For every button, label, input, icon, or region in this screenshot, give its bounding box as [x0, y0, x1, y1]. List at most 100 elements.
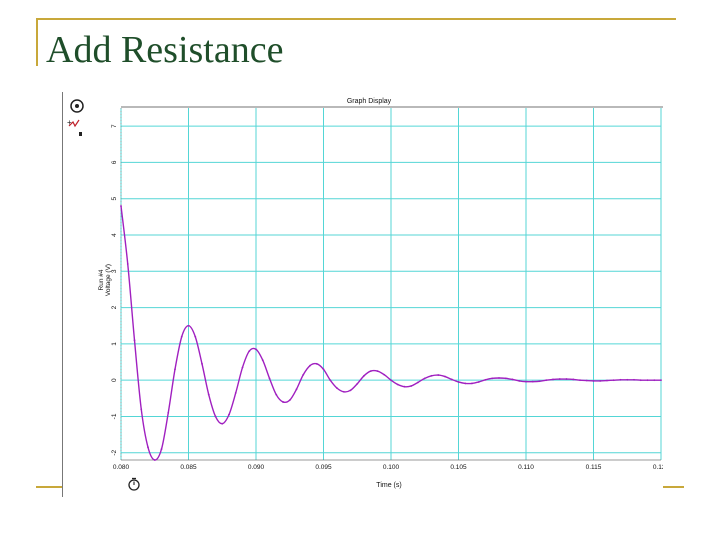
- data-point: [295, 388, 298, 391]
- data-point: [585, 379, 588, 382]
- y-tick-label: 2: [111, 305, 118, 309]
- data-point: [329, 379, 332, 382]
- x-axis-label: Time (s): [376, 482, 401, 489]
- data-point: [390, 379, 392, 382]
- data-point: [477, 381, 480, 383]
- data-point: [504, 377, 507, 380]
- x-tick-label: 0.105: [450, 464, 467, 471]
- data-point: [369, 370, 372, 372]
- series: [120, 205, 662, 461]
- x-tick-label: 0.100: [383, 464, 400, 471]
- data-point: [633, 378, 635, 381]
- data-point: [619, 378, 622, 381]
- data-point: [126, 263, 129, 265]
- data-point: [464, 382, 467, 385]
- data-point: [444, 375, 446, 378]
- data-point: [207, 393, 210, 396]
- data-point: [187, 324, 190, 327]
- y-tick-label: 0: [111, 378, 118, 382]
- data-point: [214, 415, 217, 418]
- data-point: [403, 385, 406, 388]
- x-tick-label: 0.080: [113, 464, 130, 471]
- stopwatch-icon[interactable]: [128, 477, 140, 491]
- data-point: [201, 362, 203, 365]
- x-tick-label: 0.095: [315, 464, 332, 471]
- data-point: [221, 422, 224, 425]
- data-point: [261, 359, 264, 362]
- data-point: [552, 378, 554, 381]
- data-point: [579, 379, 581, 382]
- data-point: [275, 393, 278, 396]
- footer-rule-left: [36, 486, 62, 488]
- data-point: [660, 379, 662, 382]
- x-tick-label: 0.090: [248, 464, 265, 471]
- data-point: [599, 379, 602, 382]
- data-point: [228, 413, 230, 416]
- data-point: [525, 380, 527, 383]
- y-tick-label: 4: [111, 233, 118, 237]
- data-point: [417, 381, 419, 384]
- data-point: [410, 385, 413, 387]
- data-point: [288, 399, 291, 402]
- x-tick-label: 0.110: [518, 464, 534, 471]
- data-point: [248, 350, 251, 353]
- data-point: [572, 378, 575, 381]
- data-point: [518, 379, 521, 382]
- y-tick-label: 7: [111, 124, 118, 128]
- data-point: [376, 370, 379, 372]
- data-point: [491, 377, 494, 380]
- slide-title: Add Resistance: [46, 29, 284, 71]
- data-point: [511, 378, 514, 381]
- x-tick-label: 0.120: [653, 464, 663, 471]
- data-point: [167, 411, 170, 414]
- footer-rule-right: [662, 486, 684, 488]
- x-tick-label: 0.115: [586, 464, 602, 471]
- data-point: [471, 382, 473, 385]
- data-point: [268, 377, 271, 380]
- data-point: [241, 366, 244, 369]
- data-point: [498, 377, 500, 379]
- data-point: [437, 374, 440, 376]
- title-rule-left: [36, 18, 38, 66]
- data-point: [282, 401, 284, 403]
- data-point: [140, 408, 143, 411]
- data-point: [383, 373, 386, 376]
- probe-icon[interactable]: +: [67, 99, 84, 136]
- data-point: [356, 382, 359, 385]
- data-point: [626, 378, 629, 381]
- data-point: [322, 368, 325, 371]
- data-point: [396, 383, 399, 386]
- y-axis-label-run: Run #4: [98, 269, 105, 290]
- data-point: [457, 381, 460, 383]
- data-point: [558, 378, 561, 380]
- svg-text:+: +: [67, 118, 72, 127]
- data-point: [531, 380, 534, 383]
- data-point: [342, 390, 345, 393]
- y-tick-label: 3: [111, 269, 118, 273]
- y-tick-label: 6: [111, 160, 118, 164]
- data-point: [484, 378, 487, 381]
- data-point: [120, 205, 122, 207]
- data-point: [153, 459, 156, 461]
- data-point: [234, 391, 237, 394]
- data-point: [612, 379, 615, 382]
- x-tick-label: 0.085: [180, 464, 197, 471]
- graph-display-title: Graph Display: [347, 98, 392, 105]
- data-point: [423, 377, 426, 380]
- x-axis: 0.080 0.085 0.090 0.095 0.100 0.105 0.110 0.115…: [113, 464, 670, 471]
- graph-display-panel: Graph Display -2 -1 0 1 2 3 4 5 6 7 0.080 0.085 0.0…: [62, 92, 670, 497]
- title-rule-top: [36, 18, 676, 20]
- data-point: [606, 379, 608, 382]
- data-point: [639, 379, 642, 382]
- y-tick-label: -1: [111, 413, 118, 419]
- grid: [120, 108, 662, 461]
- data-point: [336, 387, 338, 390]
- data-point: [349, 389, 352, 392]
- data-point: [545, 379, 548, 382]
- data-point: [653, 379, 656, 382]
- data-point: [309, 364, 311, 367]
- data-point: [255, 348, 257, 351]
- y-axis: -2 -1 0 1 2 3 4 5 6 7: [111, 124, 118, 456]
- data-point: [565, 378, 568, 380]
